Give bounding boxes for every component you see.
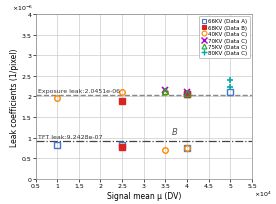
Text: Exposure leak:2.0451e-06: Exposure leak:2.0451e-06 — [38, 89, 120, 94]
Text: TFT leak:9.2428e-07: TFT leak:9.2428e-07 — [38, 135, 102, 140]
Legend: 66KV (Data A), 68KV (Data B), 40KV (Data C), 70KV (Data C), 75KV (Data C), 80KV : 66KV (Data A), 68KV (Data B), 40KV (Data… — [199, 17, 250, 59]
Y-axis label: Leak coefficients (1/pixel): Leak coefficients (1/pixel) — [10, 48, 19, 146]
X-axis label: Signal mean μ (DV): Signal mean μ (DV) — [107, 191, 181, 200]
Text: $\times10^{4}$: $\times10^{4}$ — [254, 189, 272, 198]
Text: $\times10^{-6}$: $\times10^{-6}$ — [12, 4, 33, 13]
Text: B: B — [172, 128, 178, 137]
